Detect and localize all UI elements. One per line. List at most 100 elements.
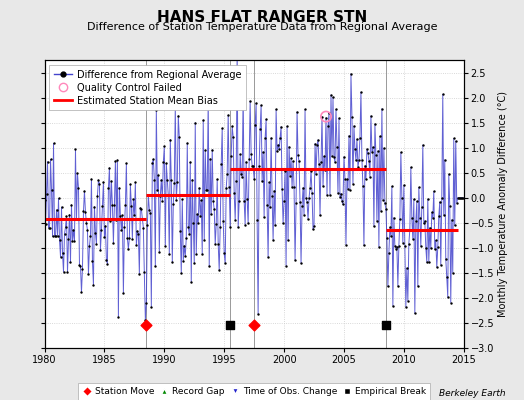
Point	[45, 224, 53, 231]
Point	[432, 237, 440, 244]
Point	[89, 282, 97, 288]
Point	[183, 140, 191, 146]
Point	[374, 148, 382, 154]
Point	[106, 218, 115, 225]
Point	[430, 188, 438, 194]
Point	[124, 246, 133, 252]
Point	[291, 257, 299, 264]
Point	[97, 227, 106, 234]
Point	[256, 126, 264, 132]
Point	[85, 243, 94, 249]
Point	[326, 192, 334, 198]
Point	[49, 140, 58, 146]
Point	[211, 240, 220, 247]
Point	[368, 149, 376, 155]
Point	[457, 194, 466, 201]
Point	[63, 269, 72, 276]
Point	[238, 174, 246, 180]
Point	[181, 253, 190, 259]
Point	[86, 233, 95, 239]
Point	[81, 209, 90, 216]
Point	[41, 221, 50, 227]
Point	[101, 222, 110, 229]
Point	[227, 152, 235, 159]
Point	[225, 184, 233, 190]
Point	[203, 187, 211, 193]
Point	[221, 260, 230, 266]
Point	[265, 179, 274, 186]
Point	[316, 212, 324, 219]
Point	[132, 242, 140, 248]
Point	[320, 153, 328, 160]
Point	[150, 176, 159, 183]
Point	[306, 184, 314, 191]
Point	[353, 136, 361, 142]
Point	[214, 241, 222, 248]
Point	[412, 218, 420, 225]
Point	[75, 262, 84, 268]
Point	[435, 199, 444, 205]
Point	[70, 238, 79, 244]
Point	[396, 216, 404, 223]
Point	[88, 176, 96, 182]
Point	[314, 137, 322, 143]
Point	[255, 163, 264, 170]
Point	[190, 260, 199, 266]
Point	[253, 217, 261, 223]
Point	[259, 149, 267, 155]
Point	[134, 230, 143, 237]
Point	[207, 211, 215, 218]
Point	[50, 233, 59, 239]
Point	[48, 233, 57, 240]
Point	[334, 190, 342, 196]
Point	[139, 224, 148, 231]
Point	[271, 222, 279, 228]
Point	[173, 179, 181, 186]
Point	[429, 214, 437, 221]
Point	[153, 186, 161, 193]
Point	[391, 246, 400, 252]
Point	[311, 140, 319, 147]
Point	[443, 274, 451, 280]
Point	[250, 176, 258, 182]
Point	[236, 151, 244, 158]
Point	[438, 194, 446, 201]
Point	[328, 153, 336, 160]
Point	[226, 224, 234, 230]
Point	[172, 197, 180, 203]
Text: Difference of Station Temperature Data from Regional Average: Difference of Station Temperature Data f…	[87, 22, 437, 32]
Point	[239, 90, 247, 96]
Point	[135, 270, 144, 277]
Point	[363, 146, 371, 152]
Point	[386, 224, 394, 230]
Point	[338, 198, 346, 204]
Point	[450, 135, 458, 142]
Point	[395, 243, 403, 249]
Point	[176, 228, 184, 234]
Point	[114, 314, 123, 320]
Point	[130, 212, 138, 218]
Point	[421, 218, 429, 224]
Point	[337, 190, 345, 197]
Point	[216, 224, 224, 231]
Point	[246, 98, 254, 104]
Point	[235, 198, 243, 204]
Point	[178, 196, 187, 203]
Point	[90, 204, 99, 210]
Point	[127, 203, 136, 210]
Point	[56, 237, 64, 243]
Point	[307, 168, 315, 174]
Point	[83, 227, 92, 233]
Point	[381, 200, 389, 207]
Point	[160, 143, 169, 150]
Point	[230, 190, 238, 196]
Point	[276, 134, 285, 141]
Point	[351, 146, 359, 153]
Point	[423, 196, 432, 202]
Point	[196, 213, 204, 219]
Point	[67, 202, 75, 208]
Point	[447, 216, 456, 223]
Point	[40, 197, 49, 203]
Point	[416, 214, 424, 221]
Point	[223, 170, 232, 177]
